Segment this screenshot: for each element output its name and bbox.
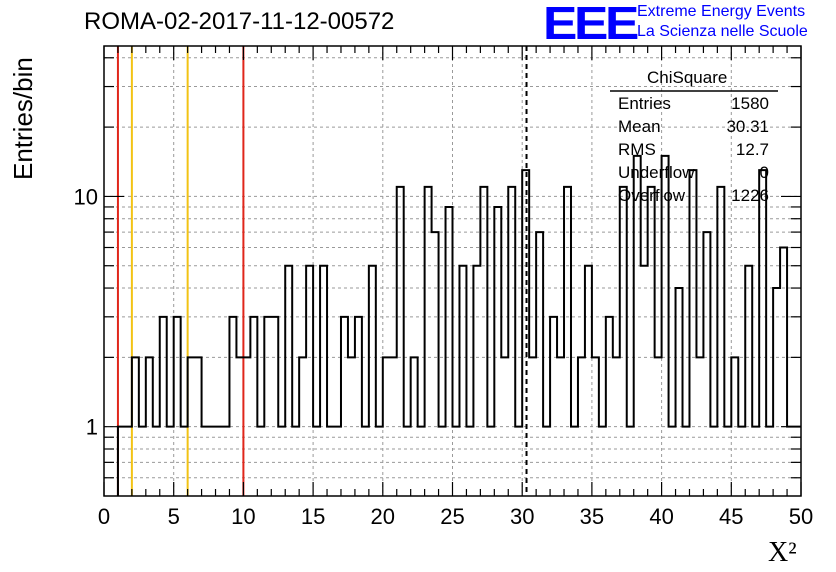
x-axis-label: X² [768, 537, 797, 568]
stat-underflow-label: Underflow [618, 163, 695, 182]
x-tick-label: 40 [649, 504, 673, 529]
x-tick-label: 10 [231, 504, 255, 529]
stats-box-title: ChiSquare [647, 68, 728, 87]
eee-logo: EEE [543, 0, 639, 49]
stat-overflow-value: 1226 [731, 186, 769, 205]
stat-underflow-value: 0 [759, 163, 769, 182]
x-tick-label: 25 [440, 504, 464, 529]
x-tick-label: 50 [789, 504, 813, 529]
chart-title: ROMA-02-2017-11-12-00572 [84, 8, 395, 35]
grid-lines [104, 46, 801, 496]
x-tick-label: 45 [719, 504, 743, 529]
logo-line-1: Extreme Energy Events [637, 3, 806, 20]
stat-mean-label: Mean [618, 117, 661, 136]
x-tick-label: 15 [301, 504, 325, 529]
histogram-series [116, 154, 801, 496]
stat-overflow-label: Overflow [618, 186, 686, 205]
y-tick-label: 1 [86, 415, 98, 440]
axis-ticks [103, 46, 802, 496]
stat-rms-label: RMS [618, 140, 656, 159]
x-tick-label: 20 [371, 504, 395, 529]
stat-entries-value: 1580 [731, 94, 769, 113]
y-axis-label: Entries/bin [8, 57, 38, 180]
tick-labels: 0 5 10 15 20 25 30 35 40 45 50 1 10 [74, 184, 814, 529]
stat-rms-value: 12.7 [735, 140, 769, 159]
stat-entries-label: Entries [618, 94, 671, 113]
x-tick-label: 0 [98, 504, 110, 529]
y-tick-label: 10 [74, 184, 98, 209]
x-tick-label: 5 [168, 504, 180, 529]
stat-mean-value: 30.31 [726, 117, 769, 136]
x-tick-label: 35 [580, 504, 604, 529]
x-tick-label: 30 [510, 504, 534, 529]
logo-line-2: La Scienza nelle Scuole [637, 23, 808, 40]
